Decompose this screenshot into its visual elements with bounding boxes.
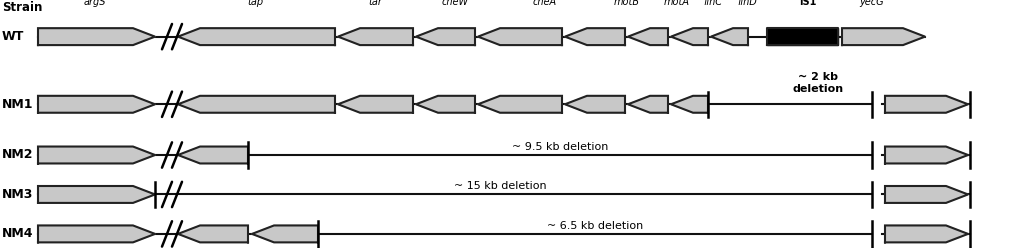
Text: tap: tap <box>247 0 263 7</box>
Text: NM3: NM3 <box>2 188 34 201</box>
Text: flhC: flhC <box>703 0 723 7</box>
Text: motA: motA <box>664 0 690 7</box>
Polygon shape <box>416 96 475 113</box>
Polygon shape <box>885 225 968 242</box>
Bar <box>767 28 838 45</box>
Text: tar: tar <box>369 0 382 7</box>
Polygon shape <box>478 28 562 45</box>
Polygon shape <box>178 147 248 163</box>
Text: ~ 15 kb deletion: ~ 15 kb deletion <box>454 181 547 191</box>
Polygon shape <box>842 28 925 45</box>
Polygon shape <box>628 96 668 113</box>
Text: NM4: NM4 <box>2 227 34 240</box>
Polygon shape <box>416 28 475 45</box>
Polygon shape <box>38 28 155 45</box>
Text: cheW: cheW <box>442 0 468 7</box>
Polygon shape <box>671 96 708 113</box>
Polygon shape <box>565 28 625 45</box>
Polygon shape <box>338 28 413 45</box>
Text: ~ 9.5 kb deletion: ~ 9.5 kb deletion <box>512 142 608 152</box>
Polygon shape <box>885 186 968 203</box>
Polygon shape <box>885 147 968 163</box>
Text: yecG: yecG <box>859 0 885 7</box>
Polygon shape <box>338 96 413 113</box>
Polygon shape <box>178 225 248 242</box>
Text: flhD: flhD <box>737 0 756 7</box>
Text: NM2: NM2 <box>2 149 34 161</box>
Polygon shape <box>178 96 335 113</box>
Polygon shape <box>38 186 155 203</box>
Text: ~ 2 kb
deletion: ~ 2 kb deletion <box>792 72 844 93</box>
Text: argS: argS <box>83 0 106 7</box>
Polygon shape <box>38 225 155 242</box>
Polygon shape <box>178 28 335 45</box>
Polygon shape <box>671 28 708 45</box>
Polygon shape <box>711 28 748 45</box>
Polygon shape <box>628 28 668 45</box>
Polygon shape <box>252 225 318 242</box>
Text: NM1: NM1 <box>2 98 34 111</box>
Polygon shape <box>38 147 155 163</box>
Text: cheA: cheA <box>533 0 557 7</box>
Polygon shape <box>885 96 968 113</box>
Text: WT: WT <box>2 30 24 43</box>
Text: motB: motB <box>614 0 640 7</box>
Text: ~ 6.5 kb deletion: ~ 6.5 kb deletion <box>547 220 643 231</box>
Text: IS1: IS1 <box>799 0 816 7</box>
Polygon shape <box>38 96 155 113</box>
Text: Strain: Strain <box>2 1 43 14</box>
Polygon shape <box>478 96 562 113</box>
Polygon shape <box>565 96 625 113</box>
